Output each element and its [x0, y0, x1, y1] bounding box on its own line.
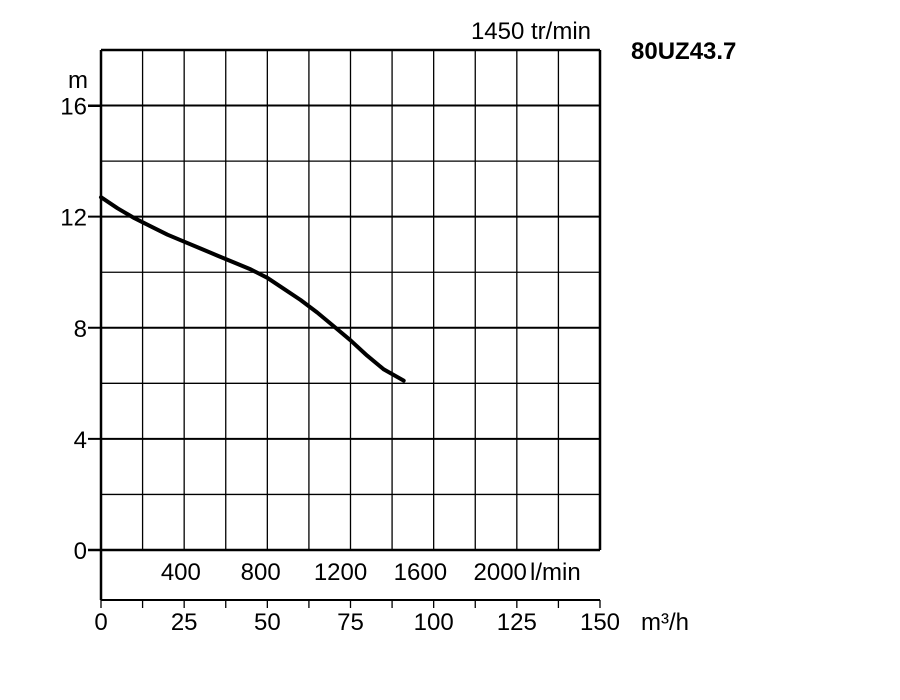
- y-tick-label: 16: [60, 94, 87, 121]
- x-tick-label: 100: [414, 609, 454, 636]
- chart-subtitle: 1450 tr/min: [471, 18, 591, 45]
- grid-lines: [88, 50, 600, 550]
- performance-curve: [99, 195, 406, 383]
- y-tick-label: 12: [60, 205, 87, 232]
- x-tick-label: 125: [497, 609, 537, 636]
- axes: [88, 48, 602, 608]
- x-tick-label: 25: [171, 609, 198, 636]
- x-axis-unit-label: m³/h: [641, 609, 689, 636]
- flow-tick-label: 2000: [474, 559, 527, 586]
- x-tick-label: 150: [580, 609, 620, 636]
- flow-tick-label: 1600: [394, 559, 447, 586]
- flow-tick-label: 400: [161, 559, 201, 586]
- y-axis-label: m: [68, 67, 88, 94]
- x-tick-label: 0: [94, 609, 107, 636]
- label-layer: 0 4 8 12 16 0 25 50 75 100 125 150 400 800 1200 1600 200…: [60, 94, 620, 636]
- y-tick-label: 4: [74, 427, 87, 454]
- flow-tick-label: 1200: [314, 559, 367, 586]
- x-tick-label: 50: [254, 609, 281, 636]
- y-tick-label: 8: [74, 316, 87, 343]
- flow-tick-label: 800: [241, 559, 281, 586]
- chart-title: 80UZ43.7: [631, 38, 736, 65]
- y-tick-label: 0: [74, 538, 87, 565]
- curve-layer: [99, 195, 406, 383]
- x-tick-label: 75: [337, 609, 364, 636]
- flow-unit-label: l/min: [530, 559, 581, 586]
